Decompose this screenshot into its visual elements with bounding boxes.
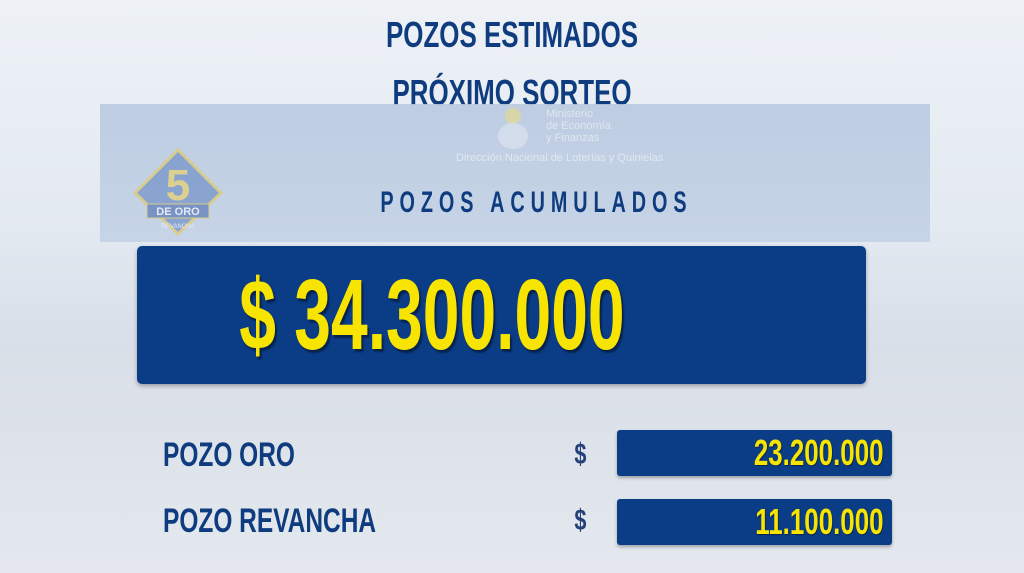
pozo-oro-currency: $ bbox=[574, 438, 587, 471]
pozo-revancha-label: POZO REVANCHA bbox=[163, 502, 377, 540]
pozo-revancha-currency: $ bbox=[574, 504, 587, 537]
ministry-line-4: Dirección Nacional de Loterías y Quiniel… bbox=[456, 152, 664, 164]
sun-emblem-icon bbox=[498, 108, 528, 149]
svg-text:DE ORO: DE ORO bbox=[156, 206, 200, 218]
svg-text:5: 5 bbox=[166, 161, 190, 210]
ministry-line-2: de Economía bbox=[546, 120, 611, 132]
cinco-de-oro-logo: 5 DE ORO REVANCHA bbox=[132, 147, 224, 237]
total-jackpot-box: $ 34.300.000 bbox=[137, 246, 866, 384]
ministry-line-3: y Finanzas bbox=[546, 132, 600, 144]
pozo-revancha-value: 11.100.000 bbox=[755, 501, 884, 542]
ministry-line-1: Ministerio bbox=[546, 108, 594, 120]
pozo-oro-value: 23.200.000 bbox=[753, 432, 884, 473]
section-title: POZOS ACUMULADOS bbox=[380, 186, 693, 219]
ministry-logo: Ministerio de Economía y Finanzas Direcc… bbox=[456, 106, 663, 166]
title-line-1: POZOS ESTIMADOS bbox=[385, 14, 639, 55]
pozo-oro-label: POZO ORO bbox=[163, 436, 295, 474]
pozo-revancha-value-box: 11.100.000 bbox=[617, 499, 892, 545]
total-jackpot-value: $ 34.300.000 bbox=[238, 258, 625, 371]
svg-text:REVANCHA: REVANCHA bbox=[162, 224, 195, 230]
pozo-oro-value-box: 23.200.000 bbox=[617, 430, 892, 476]
